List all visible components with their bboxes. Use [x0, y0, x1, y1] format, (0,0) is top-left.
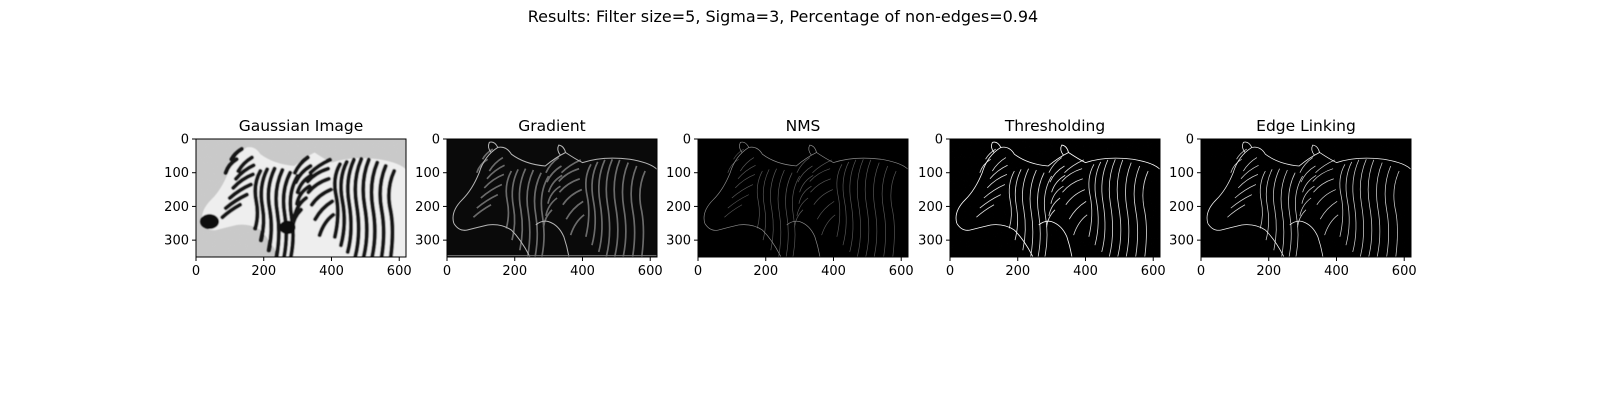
x-tick-label: 400	[570, 264, 595, 279]
non-max-suppression-image	[698, 139, 908, 257]
y-tick-label: 0	[683, 133, 691, 148]
axes-frame	[1200, 138, 1412, 258]
x-tick-label: 0	[443, 264, 451, 279]
y-tick-label: 100	[1169, 166, 1194, 181]
panel-gaussian: Gaussian Image 0 200 400 600 0 100 200 300	[164, 117, 411, 279]
y-tick-label: 200	[164, 200, 189, 215]
x-tick-label: 600	[1392, 264, 1417, 279]
x-tick-label: 0	[192, 264, 200, 279]
threshold-edges-image	[950, 139, 1160, 257]
y-tick-label: 200	[666, 200, 691, 215]
y-tick-label: 200	[1169, 200, 1194, 215]
x-tick-label: 200	[502, 264, 527, 279]
x-tick-label: 600	[638, 264, 663, 279]
y-tick-label: 0	[432, 133, 440, 148]
y-tick-label: 200	[918, 200, 943, 215]
panel-title: Gaussian Image	[239, 117, 364, 135]
x-tick-label: 0	[694, 264, 702, 279]
axes-frame	[949, 138, 1161, 258]
axes-frame	[697, 138, 909, 258]
y-tick-label: 200	[415, 200, 440, 215]
panel-threshold: Thresholding 0 200 400 600 0 100 200 300	[918, 117, 1165, 279]
x-tick-label: 200	[251, 264, 276, 279]
x-tick-label: 400	[1324, 264, 1349, 279]
panel-title: Gradient	[518, 117, 585, 135]
x-tick-label: 0	[1197, 264, 1205, 279]
y-tick-label: 300	[666, 234, 691, 249]
panel-linking: Edge Linking 0 200 400 600 0 100 200 300	[1169, 117, 1416, 279]
figure-title: Results: Filter size=5, Sigma=3, Percent…	[528, 7, 1038, 26]
axes-frame	[446, 138, 658, 258]
y-tick-label: 0	[935, 133, 943, 148]
x-tick-label: 600	[1141, 264, 1166, 279]
x-tick-label: 600	[387, 264, 412, 279]
x-tick-label: 400	[1073, 264, 1098, 279]
y-tick-label: 300	[164, 234, 189, 249]
y-tick-label: 100	[666, 166, 691, 181]
gradient-magnitude-image	[447, 139, 657, 257]
x-tick-label: 200	[1005, 264, 1030, 279]
blurred-zebra-image	[196, 139, 406, 257]
panel-nms: NMS 0 200 400 600 0 100 200 300	[666, 117, 913, 279]
y-tick-label: 300	[415, 234, 440, 249]
panel-title: Thresholding	[1004, 117, 1105, 135]
y-tick-label: 300	[1169, 234, 1194, 249]
x-tick-label: 0	[946, 264, 954, 279]
x-tick-label: 400	[821, 264, 846, 279]
panel-title: Edge Linking	[1256, 117, 1356, 135]
axes-frame	[195, 138, 407, 258]
x-tick-label: 200	[1256, 264, 1281, 279]
y-tick-label: 100	[415, 166, 440, 181]
x-tick-label: 200	[753, 264, 778, 279]
panel-title: NMS	[786, 117, 821, 135]
x-tick-label: 600	[889, 264, 914, 279]
y-tick-label: 0	[1186, 133, 1194, 148]
x-tick-label: 400	[319, 264, 344, 279]
y-tick-label: 0	[181, 133, 189, 148]
y-tick-label: 100	[164, 166, 189, 181]
y-tick-label: 300	[918, 234, 943, 249]
y-tick-label: 100	[918, 166, 943, 181]
linked-edges-image	[1201, 139, 1411, 257]
panel-gradient: Gradient 0 200 400 600 0 100 200 300	[415, 117, 662, 279]
